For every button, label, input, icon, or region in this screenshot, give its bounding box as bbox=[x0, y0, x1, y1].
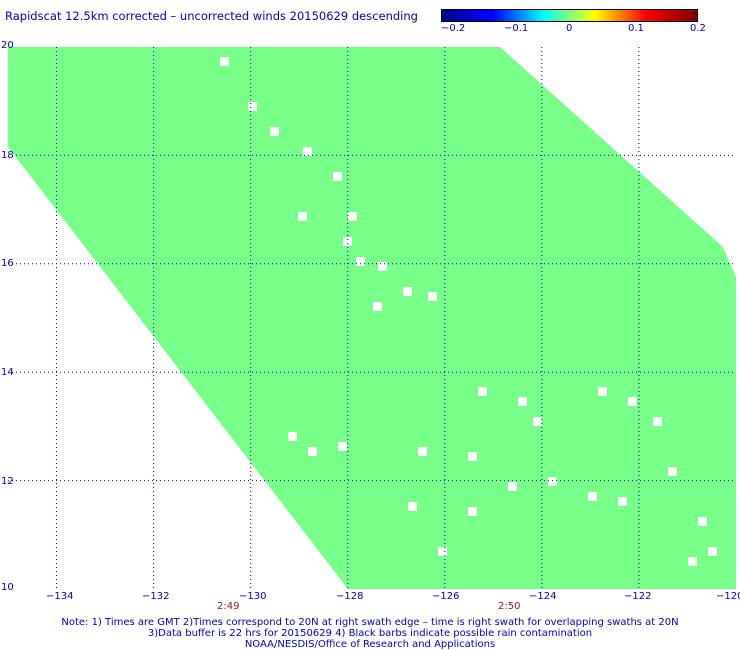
footnote-line: Note: 1) Times are GMT 2)Times correspon… bbox=[61, 617, 679, 628]
lon-tick-label: −124 bbox=[529, 591, 557, 602]
colorbar bbox=[441, 9, 698, 22]
time-label: 2:49 bbox=[217, 601, 240, 612]
swath-map bbox=[8, 47, 736, 589]
colorbar-tick-label: −0.2 bbox=[441, 23, 466, 34]
rain-flag-gaps bbox=[220, 57, 717, 566]
lon-tick-label: −126 bbox=[432, 591, 460, 602]
lat-tick-label: 18 bbox=[1, 150, 14, 161]
lon-tick-label: −134 bbox=[46, 591, 74, 602]
lat-tick-label: 10 bbox=[1, 582, 14, 593]
lon-tick-label: −128 bbox=[336, 591, 364, 602]
lat-tick-label: 12 bbox=[1, 476, 14, 487]
lon-tick-label: −132 bbox=[142, 591, 170, 602]
colorbar-tick-label: 0 bbox=[566, 23, 573, 34]
lat-tick-label: 14 bbox=[1, 367, 14, 378]
colorbar-tick-label: 0.1 bbox=[628, 23, 644, 34]
chart-title: Rapidscat 12.5km corrected – uncorrected… bbox=[5, 9, 418, 23]
lat-tick-label: 20 bbox=[1, 40, 14, 51]
lon-tick-label: −130 bbox=[239, 591, 267, 602]
time-label: 2:50 bbox=[498, 601, 521, 612]
lat-tick-label: 16 bbox=[1, 258, 14, 269]
colorbar-tick-label: 0.2 bbox=[690, 23, 706, 34]
colorbar-tick-label: −0.1 bbox=[504, 23, 529, 34]
footnote-line: 3)Data buffer is 22 hrs for 20150629 4) … bbox=[147, 628, 593, 639]
lon-tick-label: −120 bbox=[716, 591, 740, 602]
lon-tick-label: −122 bbox=[624, 591, 652, 602]
lat-lon-grid bbox=[8, 47, 736, 589]
wind-swath bbox=[8, 47, 736, 589]
footnote-line: NOAA/NESDIS/Office of Research and Appli… bbox=[244, 639, 496, 650]
